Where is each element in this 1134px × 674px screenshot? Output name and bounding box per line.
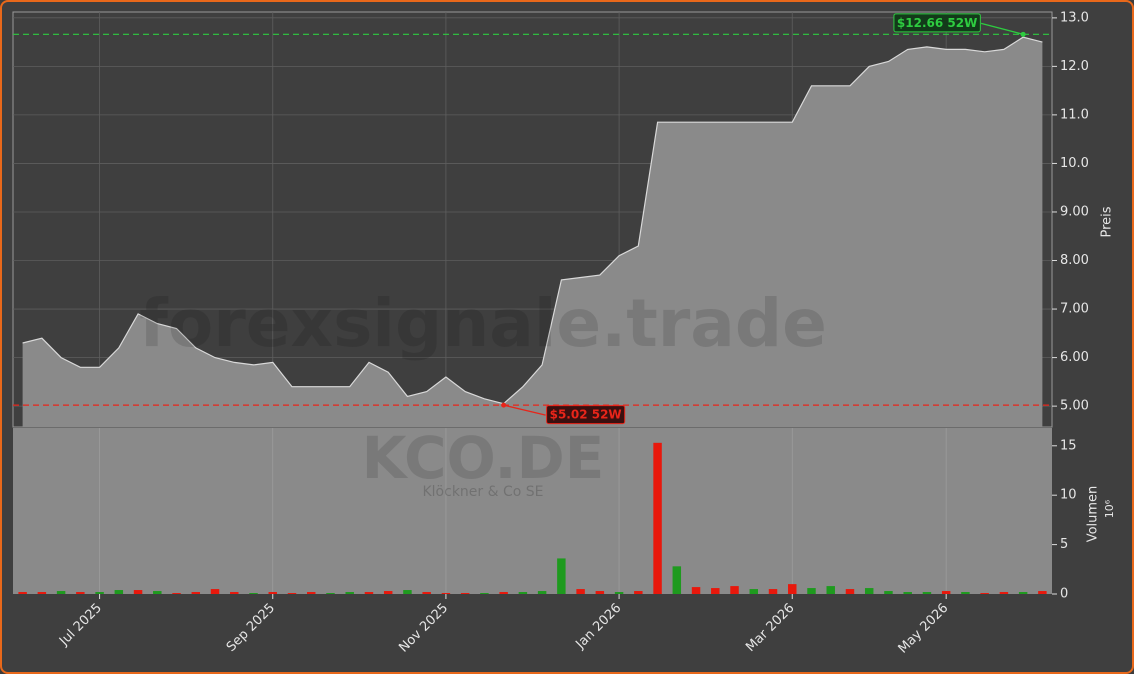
y2-tick-label: 15 bbox=[1060, 438, 1077, 453]
volume-bar bbox=[306, 592, 316, 594]
volume-axis-unit: 10⁶ bbox=[1103, 499, 1116, 518]
company-watermark: Klöckner & Co SE bbox=[422, 484, 543, 500]
volume-bar bbox=[653, 442, 662, 594]
y-tick-label: 5.00 bbox=[1060, 399, 1089, 414]
volume-bar bbox=[153, 591, 162, 594]
high-arrow bbox=[980, 22, 1024, 35]
volume-bar bbox=[18, 592, 27, 594]
price-area bbox=[22, 37, 1043, 427]
x-tick-label: Jul 2025 bbox=[56, 601, 105, 650]
y-tick-label: 13.0 bbox=[1060, 10, 1089, 25]
volume-bar bbox=[845, 589, 855, 594]
volume-bar bbox=[730, 586, 739, 594]
x-tick-label: Nov 2025 bbox=[396, 601, 451, 656]
volume-bar bbox=[383, 591, 393, 594]
y-tick-label: 9.00 bbox=[1060, 204, 1089, 219]
volume-bar bbox=[922, 592, 932, 594]
volume-bar bbox=[788, 584, 797, 594]
volume-panel bbox=[13, 428, 1052, 594]
volume-bar bbox=[884, 591, 893, 594]
volume-bar bbox=[210, 589, 220, 594]
volume-bar bbox=[364, 592, 374, 594]
volume-bar bbox=[95, 592, 104, 594]
volume-bar bbox=[480, 593, 489, 594]
y2-tick-label: 0 bbox=[1060, 587, 1068, 602]
price-axis-label: Preis bbox=[1100, 206, 1115, 237]
volume-bar bbox=[595, 591, 605, 594]
volume-bar bbox=[614, 592, 624, 594]
volume-bar bbox=[980, 593, 989, 594]
volume-bar bbox=[441, 593, 451, 594]
volume-axis-label: Volumen bbox=[1086, 486, 1101, 543]
y2-tick-label: 10 bbox=[1060, 488, 1077, 503]
ticker-watermark: KCO.DE bbox=[362, 424, 605, 492]
x-tick-label: Jan 2026 bbox=[573, 601, 625, 653]
volume-bar bbox=[37, 592, 47, 594]
volume-bar bbox=[864, 588, 874, 594]
watermark: forexsignale.trade bbox=[139, 285, 827, 362]
high-label-box bbox=[893, 13, 981, 33]
x-tick-label: Mar 2026 bbox=[743, 601, 797, 655]
volume-bar bbox=[499, 592, 508, 594]
low-label-box bbox=[546, 405, 626, 425]
volume-bar bbox=[768, 589, 778, 594]
volume-bar bbox=[672, 566, 682, 594]
volume-bar bbox=[691, 587, 701, 594]
volume-bar bbox=[826, 586, 835, 594]
volume-bar bbox=[807, 588, 816, 594]
y-tick-label: 6.00 bbox=[1060, 350, 1089, 365]
x-tick-label: May 2026 bbox=[896, 601, 952, 657]
volume-bar bbox=[230, 592, 239, 594]
y-tick-label: 10.0 bbox=[1060, 156, 1089, 171]
marks: $12.66 52W $5.02 52W bbox=[13, 13, 1052, 594]
x-tick-label: Sep 2025 bbox=[224, 601, 278, 655]
volume-bar bbox=[172, 593, 181, 594]
high-arrow-head bbox=[1020, 31, 1026, 37]
volume-bar bbox=[1018, 592, 1028, 594]
volume-bar bbox=[460, 593, 470, 594]
volume-bar bbox=[537, 591, 547, 594]
volume-bar bbox=[903, 592, 912, 594]
volume-bar bbox=[56, 591, 66, 594]
volume-bar bbox=[114, 590, 124, 594]
volume-bar bbox=[403, 590, 412, 594]
volume-bar bbox=[557, 558, 566, 594]
y2-tick-label: 5 bbox=[1060, 537, 1068, 552]
low-arrow bbox=[503, 404, 546, 416]
y-tick-label: 11.0 bbox=[1060, 107, 1089, 122]
y-tick-label: 7.00 bbox=[1060, 302, 1089, 317]
volume-bar bbox=[576, 589, 585, 594]
price-line bbox=[22, 36, 1043, 405]
low-arrow-head bbox=[501, 402, 507, 408]
volume-bar bbox=[749, 589, 759, 594]
volume-bar bbox=[133, 590, 143, 594]
volume-bar bbox=[634, 591, 643, 594]
high-label: $12.66 52W bbox=[897, 16, 977, 30]
volume-bar bbox=[711, 588, 720, 594]
y-tick-label: 8.00 bbox=[1060, 253, 1089, 268]
volume-bar bbox=[345, 592, 354, 594]
volume-bar bbox=[249, 593, 258, 594]
volume-bar bbox=[422, 592, 431, 594]
low-label: $5.02 52W bbox=[550, 408, 622, 422]
volume-bar bbox=[1038, 591, 1047, 594]
volume-bar bbox=[191, 592, 201, 594]
volume-bar bbox=[287, 593, 297, 594]
volume-bar bbox=[518, 592, 528, 594]
volume-bar bbox=[961, 592, 970, 594]
volume-bar bbox=[941, 591, 951, 594]
volume-bar bbox=[268, 592, 277, 594]
volume-bar bbox=[999, 592, 1009, 594]
y-tick-label: 12.0 bbox=[1060, 59, 1089, 74]
volume-bar bbox=[76, 592, 85, 594]
volume-bar bbox=[326, 593, 335, 594]
